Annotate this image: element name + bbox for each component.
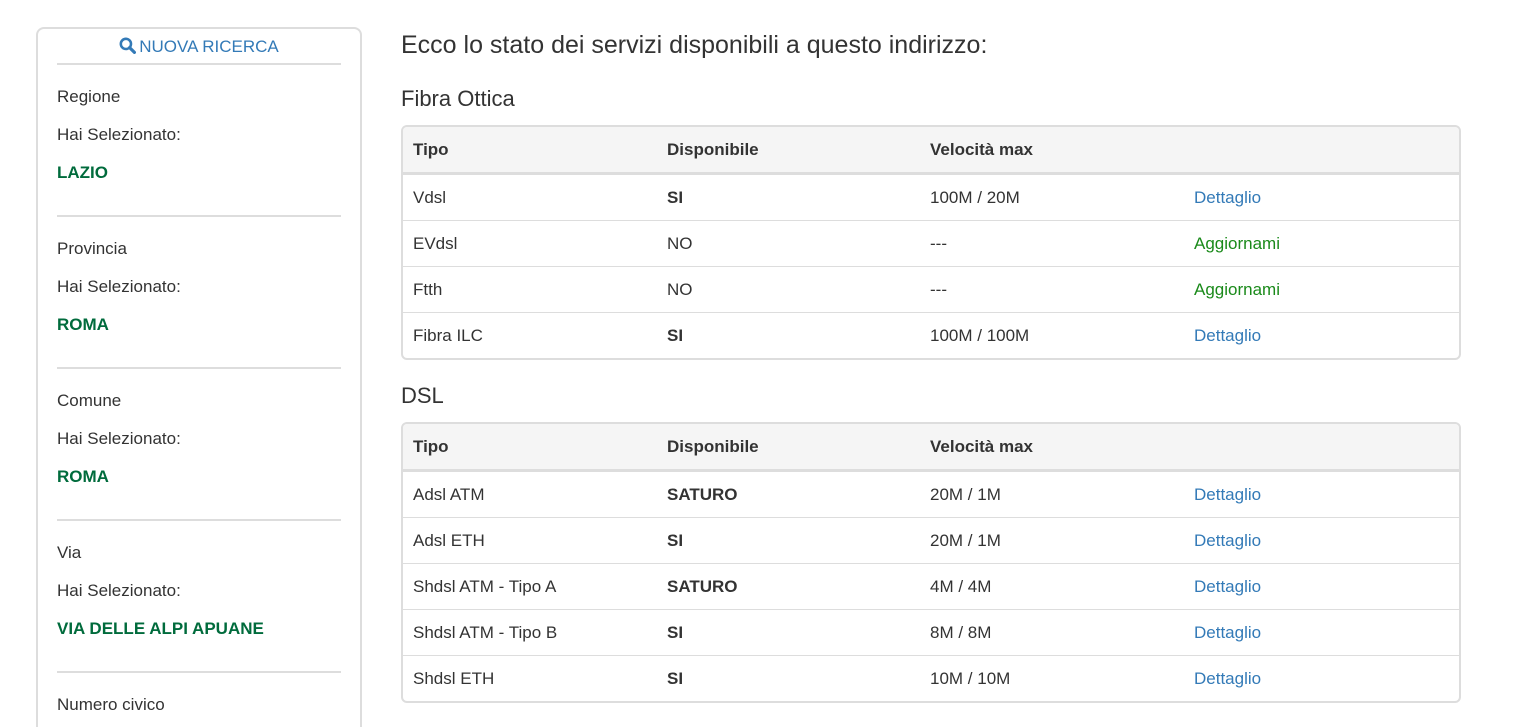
cell-disponibile: SATURO — [667, 576, 738, 596]
header-tipo: Tipo — [413, 436, 449, 456]
selected-value: VIA DELLE ALPI APUANE — [57, 619, 264, 638]
header-velocita: Velocità max — [930, 139, 1034, 159]
selected-label: Hai Selezionato: — [57, 429, 181, 448]
group-label: Via — [57, 543, 82, 562]
section-title: DSL — [401, 383, 444, 408]
dettaglio-link[interactable]: Dettaglio — [1194, 576, 1262, 596]
group-label: Comune — [57, 391, 122, 410]
cell-disponibile: NO — [667, 279, 693, 299]
aggiornami-link[interactable]: Aggiornami — [1194, 279, 1280, 299]
services-table: Tipo Disponibile Velocità max Vdsl SI 10… — [401, 125, 1461, 360]
cell-velocita: 100M / 20M — [930, 187, 1020, 207]
header-tipo: Tipo — [413, 139, 449, 159]
selected-label: Hai Selezionato: — [57, 125, 181, 144]
dettaglio-link[interactable]: Dettaglio — [1194, 187, 1262, 207]
selection-group: Provincia Hai Selezionato: ROMA — [57, 217, 341, 369]
group-label: Regione — [57, 87, 121, 106]
cell-disponibile: SI — [667, 530, 684, 550]
table-row: Vdsl SI 100M / 20M Dettaglio — [403, 174, 1459, 220]
cell-velocita: 10M / 10M — [930, 668, 1011, 688]
page-title: Ecco lo stato dei servizi disponibili a … — [401, 31, 988, 59]
table-row: Ftth NO --- Aggiornami — [403, 266, 1459, 312]
selected-label: Hai Selezionato: — [57, 277, 181, 296]
section-title: Fibra Ottica — [401, 86, 515, 111]
dettaglio-link[interactable]: Dettaglio — [1194, 484, 1262, 504]
table-row: Adsl ATM SATURO 20M / 1M Dettaglio — [403, 471, 1459, 517]
table-row: Shdsl ATM - Tipo A SATURO 4M / 4M Dettag… — [403, 563, 1459, 609]
aggiornami-link[interactable]: Aggiornami — [1194, 233, 1280, 253]
table-header: Tipo Disponibile Velocità max — [403, 424, 1459, 471]
header-disponibile: Disponibile — [667, 436, 759, 456]
cell-disponibile: SI — [667, 668, 684, 688]
search-sidebar: NUOVA RICERCA Regione Hai Selezionato: L… — [36, 27, 362, 727]
selected-value: ROMA — [57, 467, 109, 486]
cell-disponibile: SI — [667, 187, 684, 207]
cell-tipo: Adsl ATM — [413, 484, 485, 504]
cell-disponibile: SI — [667, 622, 684, 642]
selected-value: LAZIO — [57, 163, 108, 182]
search-icon — [119, 37, 137, 54]
dettaglio-link[interactable]: Dettaglio — [1194, 622, 1262, 642]
cell-velocita: 20M / 1M — [930, 530, 1001, 550]
cell-velocita: 100M / 100M — [930, 325, 1030, 345]
table-header: Tipo Disponibile Velocità max — [403, 127, 1459, 174]
selected-value: ROMA — [57, 315, 109, 334]
new-search-link[interactable]: NUOVA RICERCA — [57, 29, 341, 65]
cell-disponibile: SI — [667, 325, 684, 345]
table-row: Fibra ILC SI 100M / 100M Dettaglio — [403, 312, 1459, 358]
cell-tipo: Fibra ILC — [413, 325, 483, 345]
cell-tipo: Ftth — [413, 279, 443, 299]
dettaglio-link[interactable]: Dettaglio — [1194, 530, 1262, 550]
table-row: Adsl ETH SI 20M / 1M Dettaglio — [403, 517, 1459, 563]
main-content: Ecco lo stato dei servizi disponibili a … — [401, 0, 1461, 725]
cell-disponibile: SATURO — [667, 484, 738, 504]
services-table: Tipo Disponibile Velocità max Adsl ATM S… — [401, 422, 1461, 703]
table-row: EVdsl NO --- Aggiornami — [403, 220, 1459, 266]
cell-velocita: 20M / 1M — [930, 484, 1001, 504]
cell-tipo: Shdsl ATM - Tipo A — [413, 576, 557, 596]
cell-tipo: Shdsl ETH — [413, 668, 495, 688]
cell-tipo: Adsl ETH — [413, 530, 485, 550]
group-label: Provincia — [57, 239, 127, 258]
cell-velocita: --- — [930, 279, 947, 299]
table-row: Shdsl ETH SI 10M / 10M Dettaglio — [403, 655, 1459, 701]
cell-tipo: Shdsl ATM - Tipo B — [413, 622, 558, 642]
dettaglio-link[interactable]: Dettaglio — [1194, 325, 1262, 345]
header-disponibile: Disponibile — [667, 139, 759, 159]
table-row: Shdsl ATM - Tipo B SI 8M / 8M Dettaglio — [403, 609, 1459, 655]
cell-tipo: Vdsl — [413, 187, 447, 207]
new-search-label: NUOVA RICERCA — [139, 37, 279, 56]
header-velocita: Velocità max — [930, 436, 1034, 456]
next-group-label: Numero civico — [57, 695, 165, 714]
cell-velocita: 8M / 8M — [930, 622, 992, 642]
cell-velocita: 4M / 4M — [930, 576, 992, 596]
selection-group: Regione Hai Selezionato: LAZIO — [57, 65, 341, 217]
dettaglio-link[interactable]: Dettaglio — [1194, 668, 1262, 688]
cell-disponibile: NO — [667, 233, 693, 253]
selection-group: Via Hai Selezionato: VIA DELLE ALPI APUA… — [57, 521, 341, 673]
cell-velocita: --- — [930, 233, 947, 253]
selected-label: Hai Selezionato: — [57, 581, 181, 600]
selection-group: Comune Hai Selezionato: ROMA — [57, 369, 341, 521]
cell-tipo: EVdsl — [413, 233, 458, 253]
